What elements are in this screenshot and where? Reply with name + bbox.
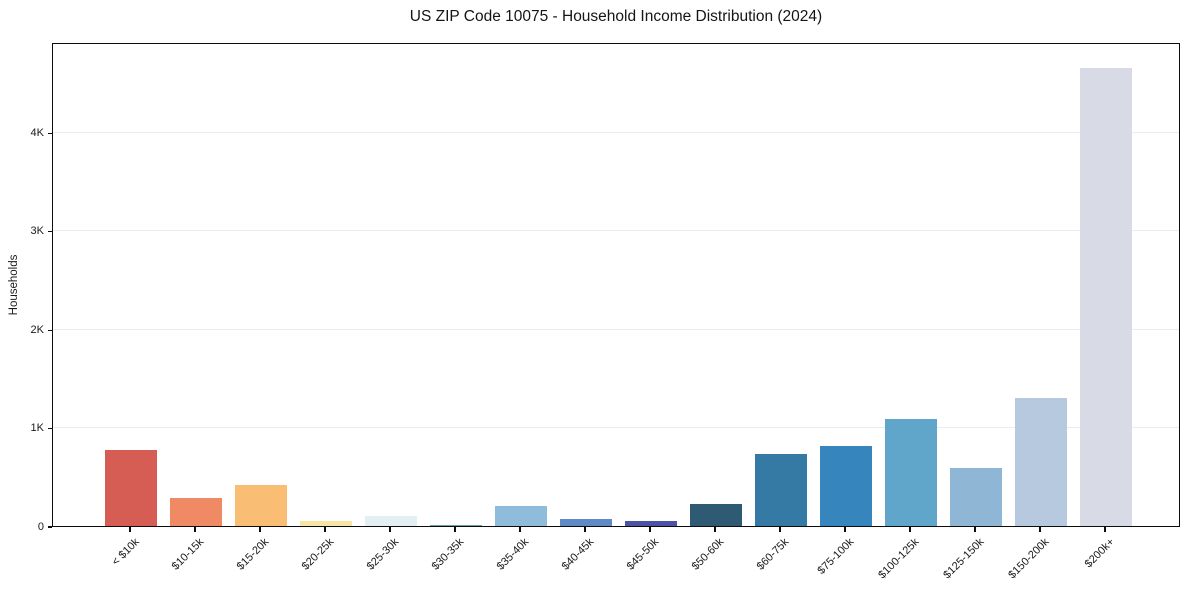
- bar-$200k+: [1080, 67, 1132, 526]
- y-tick-mark: [48, 231, 52, 233]
- bar-$25-30k: [365, 516, 417, 526]
- chart-title: US ZIP Code 10075 - Household Income Dis…: [409, 8, 823, 25]
- gridline: [53, 328, 1179, 330]
- bar-$150-200k: [1015, 397, 1067, 526]
- x-tick-mark: [389, 527, 391, 532]
- bar-$60-75k: [755, 454, 807, 526]
- plot-area: [52, 43, 1180, 527]
- x-tick-mark: [1039, 527, 1041, 532]
- x-tick-mark: [649, 527, 651, 532]
- gridline: [53, 132, 1179, 134]
- y-tick-label: 3K: [30, 225, 44, 238]
- bar-$100-125k: [885, 418, 937, 526]
- bar-$10-15k: [170, 498, 222, 526]
- x-tick-mark: [1104, 527, 1106, 532]
- gridline: [53, 427, 1179, 429]
- x-tick-mark: [129, 527, 131, 532]
- bar-$40-45k: [560, 518, 612, 526]
- y-tick-mark: [48, 526, 52, 528]
- x-tick-mark: [584, 527, 586, 532]
- bar-$35-40k: [495, 505, 547, 526]
- x-tick-mark: [714, 527, 716, 532]
- bar-$45-50k: [625, 520, 677, 526]
- bar-$125-150k: [950, 467, 1002, 526]
- x-tick-mark: [844, 527, 846, 532]
- x-tick-mark: [974, 527, 976, 532]
- y-tick-mark: [48, 329, 52, 331]
- y-tick-label: 1K: [30, 422, 44, 435]
- x-tick-mark: [909, 527, 911, 532]
- bar-$15-20k: [235, 484, 287, 526]
- bar-< $10k: [105, 450, 157, 526]
- x-tick-mark: [779, 527, 781, 532]
- y-tick-label: 0: [37, 520, 44, 533]
- bar-$20-25k: [300, 521, 352, 526]
- y-tick-label: 2K: [30, 323, 44, 336]
- gridline: [53, 230, 1179, 232]
- x-tick-mark: [194, 527, 196, 532]
- bar-$50-60k: [690, 504, 742, 526]
- x-tick-mark: [324, 527, 326, 532]
- y-axis-label: Households: [8, 254, 20, 316]
- bar-$30-35k: [430, 525, 482, 526]
- x-tick-mark: [454, 527, 456, 532]
- bar-$75-100k: [820, 445, 872, 526]
- x-tick-mark: [519, 527, 521, 532]
- y-tick-mark: [48, 132, 52, 135]
- x-tick-mark: [259, 527, 261, 532]
- y-tick-label: 4K: [30, 127, 44, 139]
- y-tick-mark: [48, 428, 52, 430]
